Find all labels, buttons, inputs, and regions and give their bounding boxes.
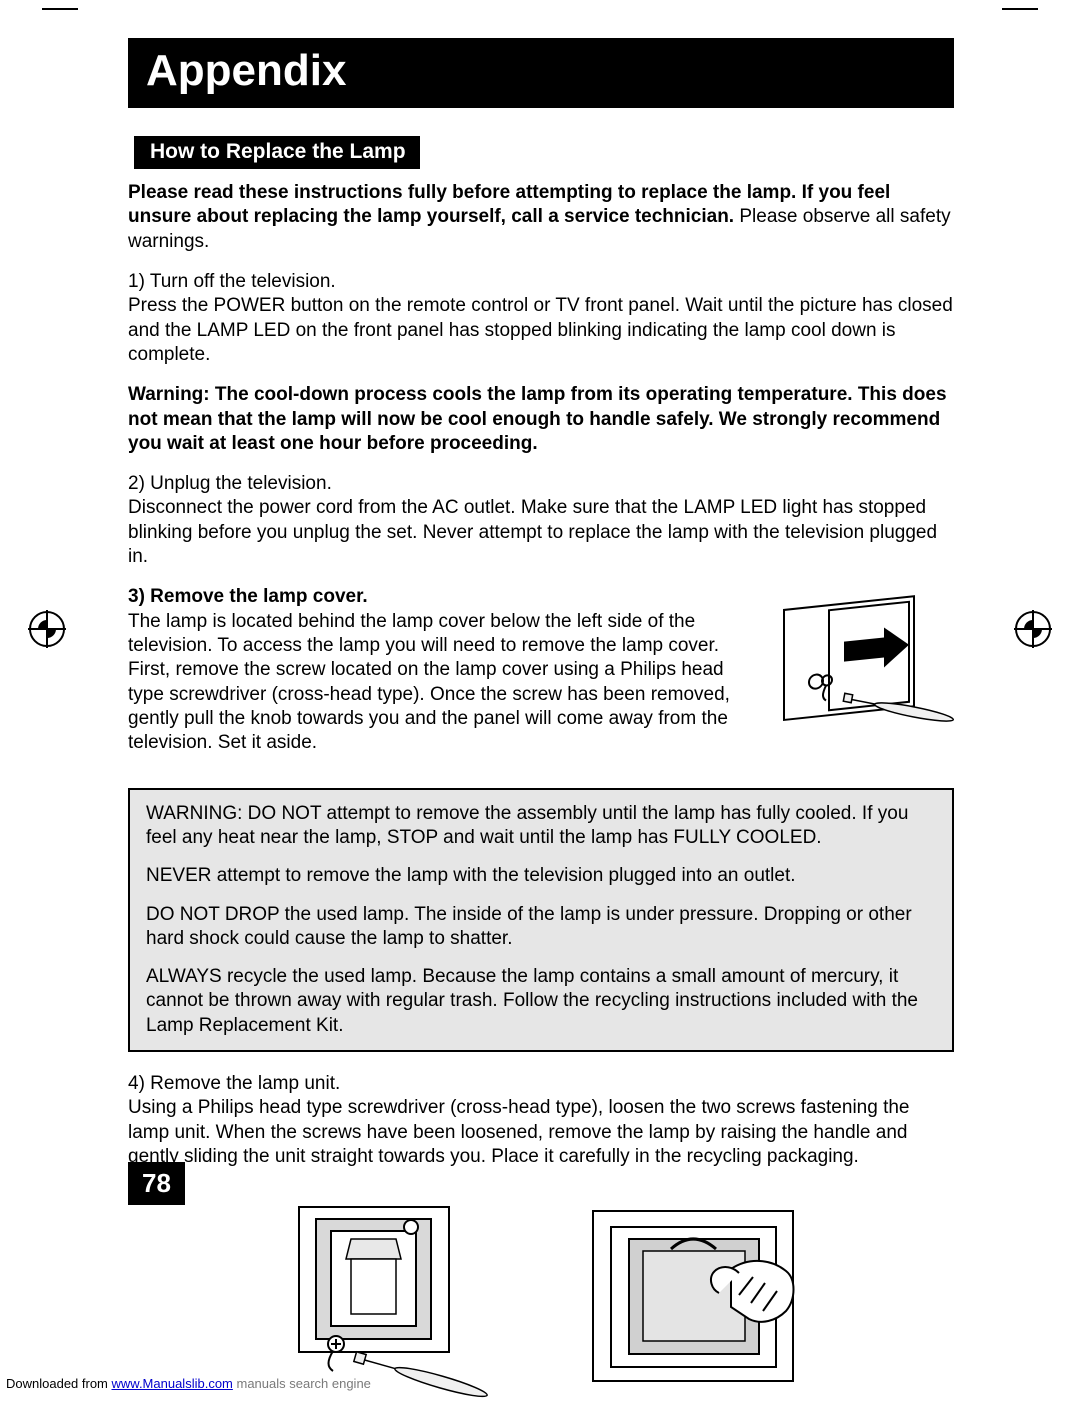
intro-paragraph: Please read these instructions fully bef… xyxy=(128,181,954,254)
step-4-body: Using a Philips head type screwdriver (c… xyxy=(128,1097,910,1167)
page-content: Appendix How to Replace the Lamp Please … xyxy=(128,38,954,1399)
step-2-title: 2) Unplug the television. xyxy=(128,473,332,494)
footer-suffix: manuals search engine xyxy=(233,1376,371,1391)
warning-box: WARNING: DO NOT attempt to remove the as… xyxy=(128,788,954,1053)
lamp-unit-hand-icon xyxy=(581,1199,811,1399)
page-number: 78 xyxy=(128,1162,185,1205)
step-3-body: The lamp is located behind the lamp cove… xyxy=(128,611,730,754)
footer-link[interactable]: www.Manualslib.com xyxy=(112,1376,233,1391)
registration-mark-left xyxy=(28,610,66,648)
step-3-title: 3) Remove the lamp cover. xyxy=(128,586,368,607)
step-2: 2) Unplug the television. Disconnect the… xyxy=(128,472,954,569)
cooldown-warning: Warning: The cool-down process cools the… xyxy=(128,383,954,456)
warning-p3: DO NOT DROP the used lamp. The inside of… xyxy=(146,903,936,952)
lamp-unit-hand-illustration xyxy=(581,1199,811,1399)
cooldown-warning-text: Warning: The cool-down process cools the… xyxy=(128,384,947,454)
warning-p2: NEVER attempt to remove the lamp with th… xyxy=(146,864,936,888)
crop-mark-top-left xyxy=(42,8,78,10)
crop-mark-top-right xyxy=(1002,8,1038,10)
lamp-cover-icon xyxy=(774,591,954,731)
lamp-cover-illustration xyxy=(774,591,954,731)
step-4-illustrations xyxy=(128,1199,954,1399)
step-1: 1) Turn off the television. Press the PO… xyxy=(128,270,954,367)
lamp-unit-screws-illustration xyxy=(271,1199,501,1399)
footer-prefix: Downloaded from xyxy=(6,1376,112,1391)
section-title: How to Replace the Lamp xyxy=(134,136,420,169)
step-1-title: 1) Turn off the television. xyxy=(128,271,336,292)
lamp-unit-screws-icon xyxy=(271,1199,501,1399)
registration-icon xyxy=(1014,610,1052,648)
step-4: 4) Remove the lamp unit. Using a Philips… xyxy=(128,1072,954,1169)
step-1-body: Press the POWER button on the remote con… xyxy=(128,295,953,365)
appendix-header: Appendix xyxy=(128,38,954,108)
warning-p4: ALWAYS recycle the used lamp. Because th… xyxy=(146,965,936,1038)
warning-p1: WARNING: DO NOT attempt to remove the as… xyxy=(146,802,936,851)
step-3: 3) Remove the lamp cover. The lamp is lo… xyxy=(128,585,756,755)
step-3-row: 3) Remove the lamp cover. The lamp is lo… xyxy=(128,585,954,755)
registration-icon xyxy=(28,610,66,648)
registration-mark-right xyxy=(1014,610,1052,648)
step-4-title: 4) Remove the lamp unit. xyxy=(128,1073,340,1094)
footer: Downloaded from www.Manualslib.com manua… xyxy=(6,1376,371,1391)
step-2-body: Disconnect the power cord from the AC ou… xyxy=(128,497,937,567)
